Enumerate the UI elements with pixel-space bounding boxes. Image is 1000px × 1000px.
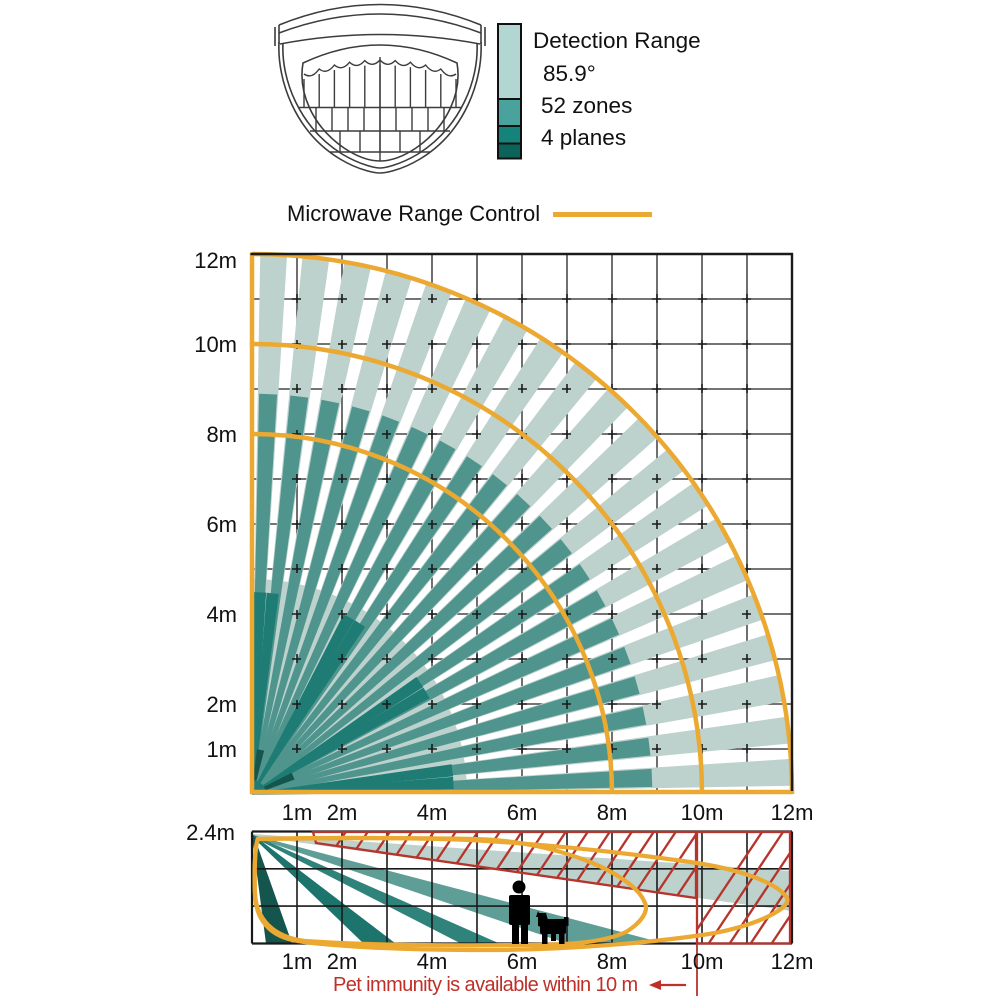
svg-text:Pet immunity is available with: Pet immunity is available within 10 m xyxy=(333,974,638,996)
svg-text:10m: 10m xyxy=(681,949,724,974)
svg-text:2m: 2m xyxy=(206,692,237,717)
svg-text:10m: 10m xyxy=(681,800,724,825)
svg-text:1m: 1m xyxy=(282,949,313,974)
svg-text:Microwave Range Control: Microwave Range Control xyxy=(287,201,540,226)
svg-text:12m: 12m xyxy=(771,949,814,974)
svg-text:85.9°: 85.9° xyxy=(543,61,596,86)
svg-text:6m: 6m xyxy=(206,512,237,537)
svg-text:4m: 4m xyxy=(206,602,237,627)
svg-text:52 zones: 52 zones xyxy=(541,93,632,118)
svg-text:12m: 12m xyxy=(771,800,814,825)
svg-text:8m: 8m xyxy=(597,949,628,974)
svg-text:12m: 12m xyxy=(194,248,237,273)
svg-text:8m: 8m xyxy=(597,800,628,825)
svg-text:2m: 2m xyxy=(327,800,358,825)
svg-text:1m: 1m xyxy=(206,737,237,762)
svg-text:Detection Range: Detection Range xyxy=(533,28,701,53)
svg-text:4m: 4m xyxy=(417,949,448,974)
svg-text:6m: 6m xyxy=(507,800,538,825)
svg-text:8m: 8m xyxy=(206,422,237,447)
svg-text:6m: 6m xyxy=(507,949,538,974)
svg-text:4 planes: 4 planes xyxy=(541,125,626,150)
svg-text:10m: 10m xyxy=(194,332,237,357)
svg-text:4m: 4m xyxy=(417,800,448,825)
svg-text:2.4m: 2.4m xyxy=(186,820,235,845)
svg-text:1m: 1m xyxy=(282,800,313,825)
svg-text:2m: 2m xyxy=(327,949,358,974)
